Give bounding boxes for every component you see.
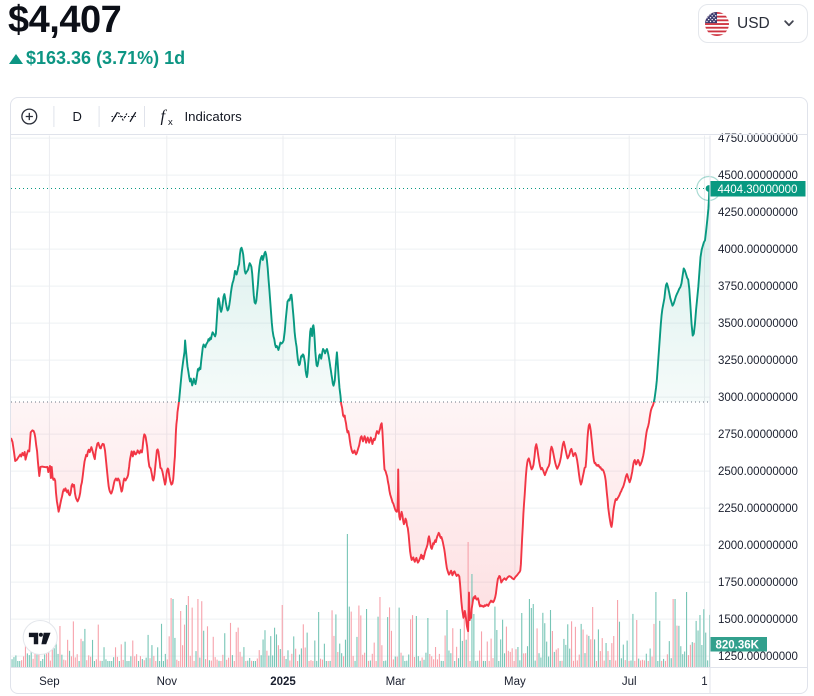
svg-text:1750.00000000: 1750.00000000 (718, 577, 798, 589)
svg-text:D: D (73, 109, 82, 124)
svg-text:4000.00000000: 4000.00000000 (718, 244, 798, 256)
svg-text:2750.00000000: 2750.00000000 (718, 429, 798, 441)
svg-text:2025: 2025 (270, 676, 296, 688)
svg-text:2500.00000000: 2500.00000000 (718, 466, 798, 478)
svg-text:3750.00000000: 3750.00000000 (718, 281, 798, 293)
svg-text:Sep: Sep (39, 676, 59, 688)
svg-text:820.36K: 820.36K (716, 639, 760, 651)
svg-text:1500.00000000: 1500.00000000 (718, 614, 798, 626)
svg-text:x: x (168, 117, 173, 128)
svg-text:2250.00000000: 2250.00000000 (718, 503, 798, 515)
svg-text:May: May (504, 676, 526, 688)
svg-text:Indicators: Indicators (185, 109, 243, 124)
svg-text:Mar: Mar (386, 676, 406, 688)
svg-text:3500.00000000: 3500.00000000 (718, 318, 798, 330)
svg-text:Nov: Nov (157, 676, 178, 688)
svg-text:f: f (161, 107, 168, 126)
svg-text:1: 1 (701, 676, 707, 688)
svg-text:3000.00000000: 3000.00000000 (718, 392, 798, 404)
svg-text:Jul: Jul (622, 676, 637, 688)
svg-text:4750.00000000: 4750.00000000 (718, 133, 798, 145)
svg-text:1250.00000000: 1250.00000000 (718, 651, 798, 663)
svg-text:2000.00000000: 2000.00000000 (718, 540, 798, 552)
svg-text:3250.00000000: 3250.00000000 (718, 355, 798, 367)
svg-text:4250.00000000: 4250.00000000 (718, 207, 798, 219)
svg-text:4404.30000000: 4404.30000000 (718, 184, 798, 196)
svg-text:4500.00000000: 4500.00000000 (718, 170, 798, 182)
